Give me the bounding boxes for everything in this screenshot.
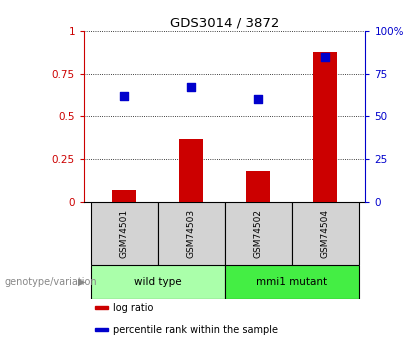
Text: percentile rank within the sample: percentile rank within the sample (113, 325, 278, 335)
Text: wild type: wild type (134, 277, 181, 287)
Text: GSM74501: GSM74501 (120, 209, 129, 258)
Text: mmi1 mutant: mmi1 mutant (256, 277, 327, 287)
Text: ▶: ▶ (78, 277, 85, 287)
Bar (95, 306, 108, 309)
Bar (292, 201, 359, 265)
Bar (91, 201, 158, 265)
Bar (313, 51, 337, 201)
Bar (225, 265, 359, 299)
Title: GDS3014 / 3872: GDS3014 / 3872 (170, 17, 279, 30)
Text: log ratio: log ratio (113, 303, 154, 313)
Point (188, 85, 194, 90)
Text: GSM74504: GSM74504 (321, 209, 330, 258)
Bar (158, 201, 225, 265)
Point (322, 54, 328, 59)
Text: GSM74503: GSM74503 (187, 209, 196, 258)
Bar (225, 201, 292, 265)
Text: genotype/variation: genotype/variation (4, 277, 97, 287)
Point (121, 93, 128, 99)
Bar (247, 171, 270, 201)
Bar (113, 190, 136, 201)
Bar (179, 138, 203, 201)
Bar (91, 265, 225, 299)
Point (255, 97, 262, 102)
Bar (95, 328, 108, 331)
Text: GSM74502: GSM74502 (254, 209, 262, 258)
